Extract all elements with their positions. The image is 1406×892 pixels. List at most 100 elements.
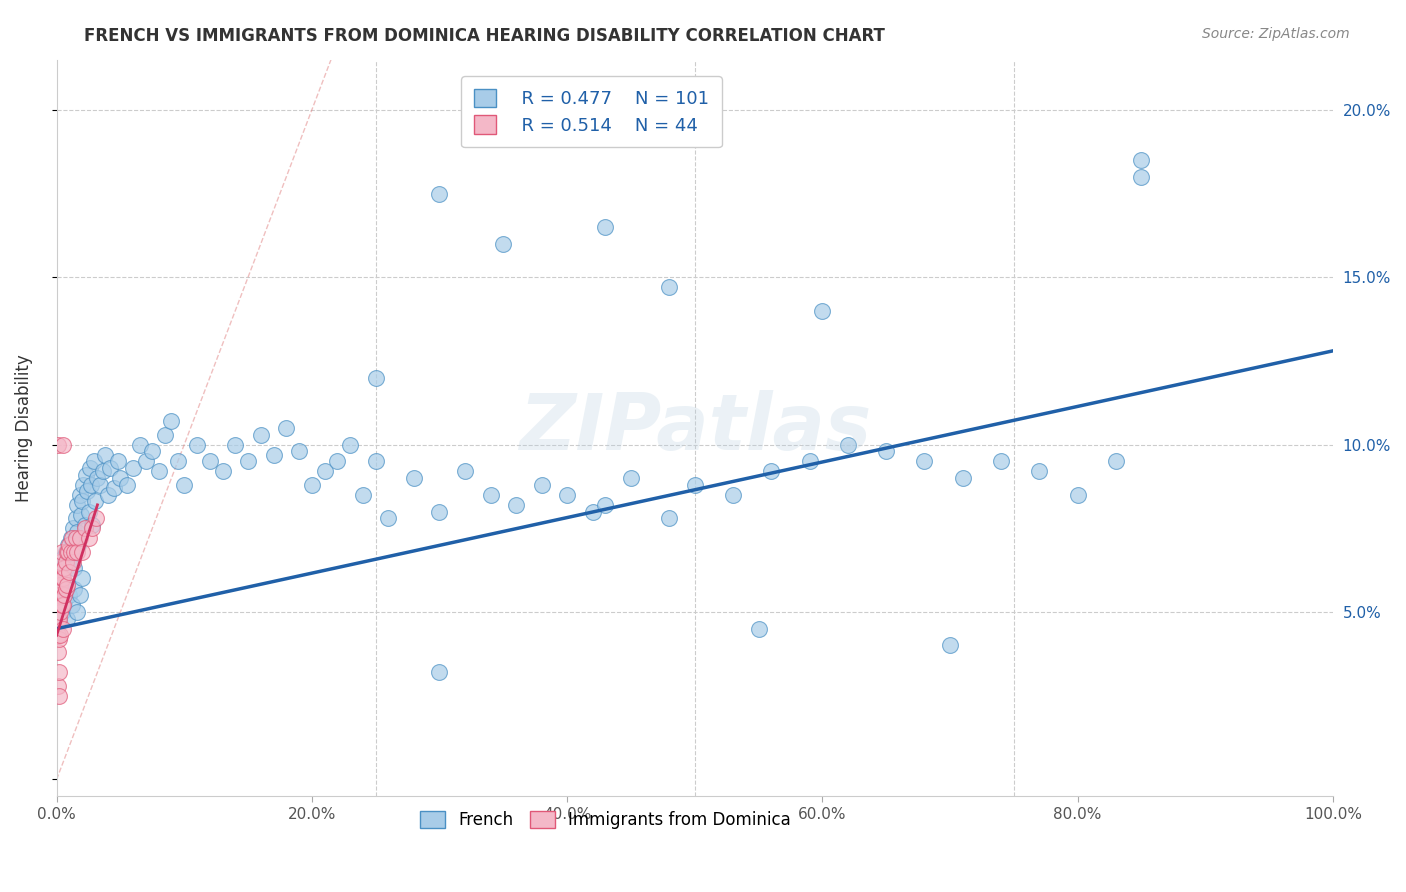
Point — [49, 555, 72, 569]
Point — [173, 477, 195, 491]
Point — [582, 504, 605, 518]
Point — [326, 454, 349, 468]
Point — [52, 551, 75, 566]
Point — [595, 219, 617, 234]
Point — [49, 582, 72, 596]
Point — [1066, 488, 1088, 502]
Point — [479, 488, 502, 502]
Point — [58, 588, 80, 602]
Point — [46, 437, 69, 451]
Point — [530, 477, 553, 491]
Point — [53, 561, 76, 575]
Point — [62, 521, 84, 535]
Point — [51, 572, 73, 586]
Point — [620, 471, 643, 485]
Point — [89, 477, 111, 491]
Point — [939, 639, 962, 653]
Point — [377, 511, 399, 525]
Point — [49, 628, 72, 642]
Point — [56, 578, 79, 592]
Point — [52, 565, 75, 579]
Point — [46, 628, 69, 642]
Point — [48, 612, 70, 626]
Point — [56, 545, 79, 559]
Point — [48, 665, 70, 680]
Point — [103, 481, 125, 495]
Point — [70, 494, 93, 508]
Point — [276, 421, 298, 435]
Point — [186, 437, 208, 451]
Point — [69, 531, 91, 545]
Text: Source: ZipAtlas.com: Source: ZipAtlas.com — [1202, 27, 1350, 41]
Point — [53, 595, 76, 609]
Point — [837, 437, 859, 451]
Point — [55, 561, 77, 575]
Point — [58, 555, 80, 569]
Point — [60, 531, 83, 545]
Point — [48, 595, 70, 609]
Point — [505, 498, 527, 512]
Point — [1105, 454, 1128, 468]
Point — [52, 622, 75, 636]
Point — [73, 521, 96, 535]
Point — [153, 427, 176, 442]
Point — [56, 578, 79, 592]
Point — [80, 477, 103, 491]
Point — [70, 545, 93, 559]
Point — [67, 538, 90, 552]
Point — [402, 471, 425, 485]
Point — [352, 488, 374, 502]
Point — [76, 484, 98, 499]
Point — [49, 605, 72, 619]
Point — [51, 545, 73, 559]
Point — [1028, 464, 1050, 478]
Point — [1130, 153, 1153, 167]
Point — [46, 679, 69, 693]
Point — [761, 464, 783, 478]
Point — [70, 572, 93, 586]
Legend: French, Immigrants from Dominica: French, Immigrants from Dominica — [413, 804, 797, 836]
Point — [429, 186, 451, 201]
Point — [60, 599, 83, 613]
Point — [77, 531, 100, 545]
Point — [48, 615, 70, 629]
Point — [148, 464, 170, 478]
Point — [288, 444, 311, 458]
Point — [82, 517, 104, 532]
Point — [56, 538, 79, 552]
Point — [314, 464, 336, 478]
Point — [107, 454, 129, 468]
Text: FRENCH VS IMMIGRANTS FROM DOMINICA HEARING DISABILITY CORRELATION CHART: FRENCH VS IMMIGRANTS FROM DOMINICA HEARI… — [84, 27, 886, 45]
Point — [46, 645, 69, 659]
Point — [84, 511, 107, 525]
Point — [53, 588, 76, 602]
Point — [55, 545, 77, 559]
Point — [73, 517, 96, 532]
Point — [52, 437, 75, 451]
Point — [555, 488, 578, 502]
Point — [799, 454, 821, 468]
Point — [658, 280, 681, 294]
Point — [51, 599, 73, 613]
Point — [69, 588, 91, 602]
Point — [875, 444, 897, 458]
Point — [83, 454, 105, 468]
Point — [66, 524, 89, 539]
Point — [46, 578, 69, 592]
Point — [97, 488, 120, 502]
Point — [46, 595, 69, 609]
Point — [990, 454, 1012, 468]
Point — [250, 427, 273, 442]
Point — [122, 461, 145, 475]
Point — [65, 511, 87, 525]
Point — [58, 565, 80, 579]
Point — [66, 498, 89, 512]
Point — [69, 488, 91, 502]
Point — [46, 612, 69, 626]
Point — [59, 545, 82, 559]
Text: ZIPatlas: ZIPatlas — [519, 390, 870, 466]
Point — [128, 437, 150, 451]
Point — [60, 545, 83, 559]
Point — [48, 632, 70, 646]
Point — [56, 612, 79, 626]
